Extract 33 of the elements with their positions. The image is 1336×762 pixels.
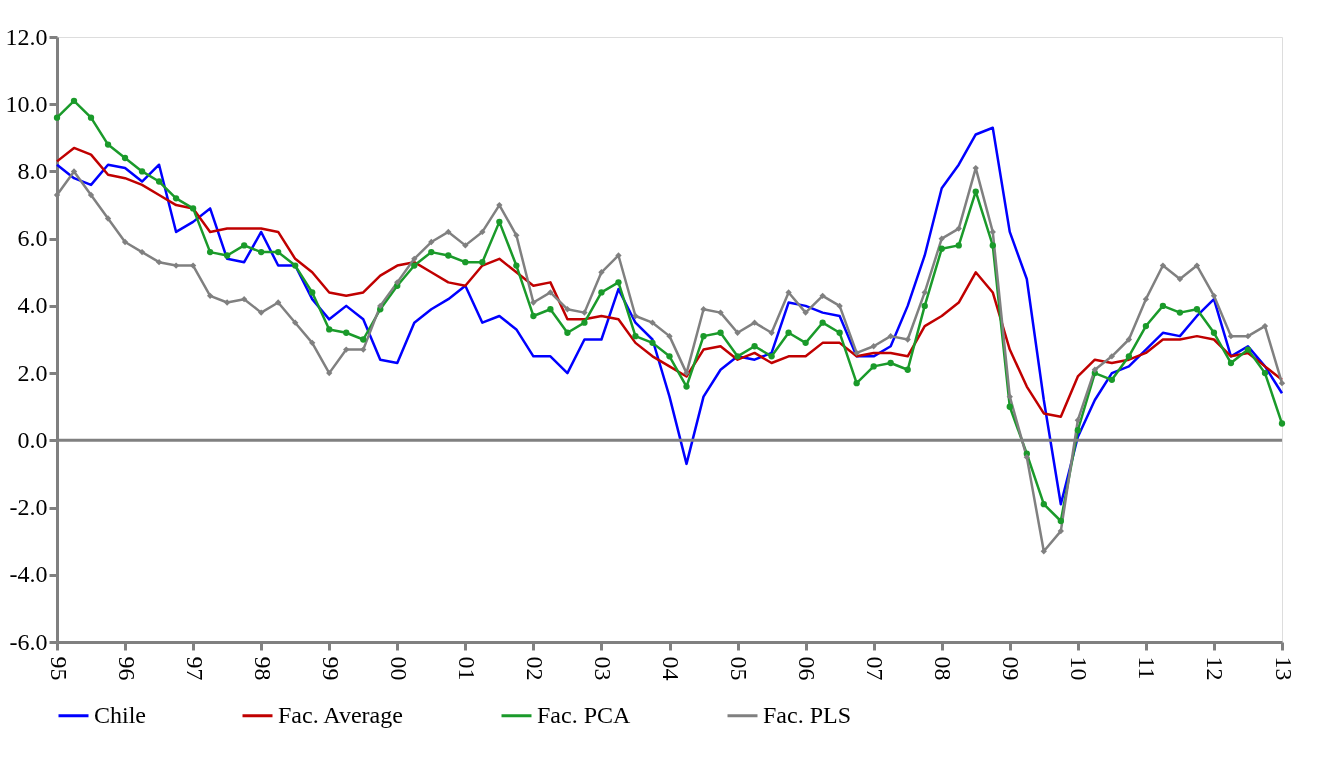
y-tick-label: 8.0 <box>17 157 48 184</box>
x-tick-label: 04 <box>658 656 684 681</box>
legend-label: Fac. Average <box>278 701 403 728</box>
x-tick-label: 05 <box>726 656 753 681</box>
x-tick-label: 97 <box>181 656 208 681</box>
legend-label: Fac. PCA <box>537 701 632 728</box>
y-tick-label: 2.0 <box>17 359 48 386</box>
y-tick-label: -4.0 <box>9 561 48 588</box>
x-tick-label: 09 <box>998 656 1025 681</box>
y-tick-label: 6.0 <box>17 225 48 252</box>
x-tick-label: 03 <box>589 656 616 681</box>
y-tick-label: -6.0 <box>9 628 48 655</box>
x-tick-label: 13 <box>1270 656 1297 681</box>
x-tick-label: 99 <box>317 656 344 681</box>
x-tick-label: 01 <box>453 656 480 681</box>
x-tick-label: 12 <box>1202 656 1229 681</box>
y-tick-label: 10.0 <box>5 90 48 117</box>
x-tick-label: 95 <box>45 656 72 681</box>
x-tick-label: 11 <box>1134 656 1161 680</box>
x-tick-label: 08 <box>930 656 957 681</box>
y-tick-label: 0.0 <box>17 426 48 453</box>
y-tick-label: 4.0 <box>17 292 48 319</box>
x-tick-label: 00 <box>385 656 412 681</box>
y-tick-label: -2.0 <box>9 494 48 521</box>
x-tick-label: 06 <box>794 656 821 681</box>
x-tick-label: 02 <box>521 656 548 681</box>
x-tick-label: 07 <box>862 656 889 681</box>
y-tick-label: 12.0 <box>5 23 48 50</box>
x-tick-label: 96 <box>113 656 140 681</box>
x-tick-label: 98 <box>249 656 276 681</box>
x-tick-label: 10 <box>1066 656 1093 681</box>
legend-label: Chile <box>94 701 146 728</box>
legend-label: Fac. PLS <box>763 701 852 728</box>
